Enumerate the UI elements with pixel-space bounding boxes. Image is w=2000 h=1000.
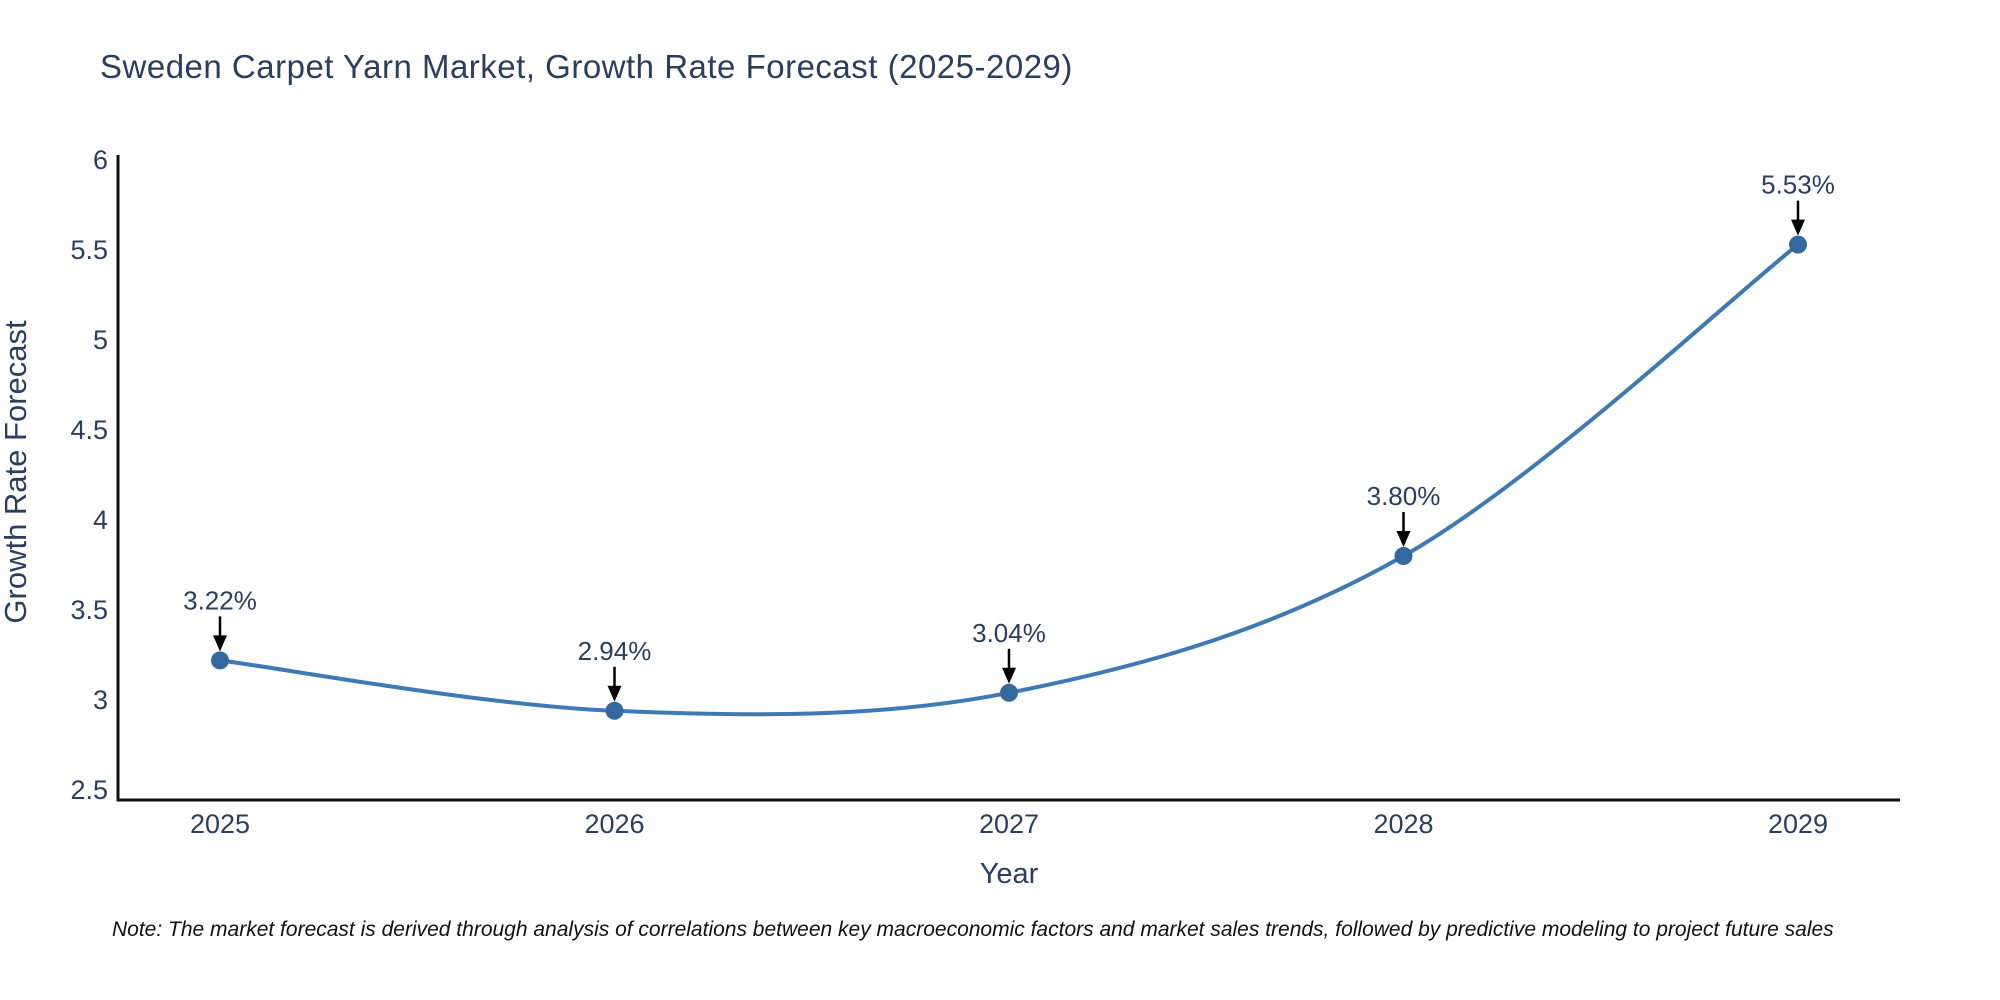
- annotation-label: 3.22%: [183, 585, 257, 615]
- annotation-arrowhead-icon: [1002, 667, 1016, 684]
- y-axis-title: Growth Rate Forecast: [0, 320, 33, 624]
- x-axis-tick-labels: 2025 2026 2027 2028 2029: [190, 809, 1828, 839]
- data-point-marker[interactable]: [1394, 547, 1413, 565]
- y-tick-label: 4: [93, 505, 108, 535]
- y-tick-label: 5: [93, 325, 108, 355]
- annotation-label: 3.04%: [972, 618, 1046, 648]
- chart-title: Sweden Carpet Yarn Market, Growth Rate F…: [100, 48, 1073, 85]
- y-tick-label: 2.5: [70, 775, 108, 805]
- x-tick-label: 2026: [584, 809, 644, 839]
- y-tick-label: 6: [93, 145, 108, 175]
- data-point-marker[interactable]: [1000, 683, 1018, 702]
- footnote: Note: The market forecast is derived thr…: [112, 918, 1834, 941]
- annotation-label: 5.53%: [1761, 170, 1835, 200]
- data-series: [211, 235, 1807, 720]
- y-tick-label: 5.5: [70, 235, 108, 265]
- y-tick-label: 3: [93, 685, 108, 715]
- annotation-arrowhead-icon: [1396, 531, 1411, 547]
- x-axis-title: Year: [980, 858, 1039, 890]
- x-tick-label: 2027: [979, 809, 1039, 839]
- annotation-arrowhead-icon: [1791, 219, 1805, 236]
- y-tick-label: 3.5: [70, 595, 108, 625]
- annotation-arrowhead-icon: [213, 635, 227, 652]
- x-tick-label: 2028: [1373, 809, 1433, 839]
- point-annotations: 3.22% 2.94% 3.04% 3.80% 5.53%: [183, 170, 1835, 702]
- data-point-marker[interactable]: [211, 651, 229, 670]
- y-tick-label: 4.5: [70, 415, 108, 445]
- annotation-arrowhead-icon: [607, 685, 622, 702]
- x-tick-label: 2025: [190, 809, 250, 839]
- data-point-marker[interactable]: [605, 701, 624, 720]
- annotation-label: 3.80%: [1367, 481, 1441, 511]
- x-tick-label: 2029: [1768, 809, 1828, 839]
- data-point-marker[interactable]: [1789, 235, 1807, 254]
- y-axis-tick-labels: 2.5 3 3.5 4 4.5 5 5.5 6: [70, 145, 108, 805]
- trend-line: [218, 242, 1800, 717]
- annotation-label: 2.94%: [578, 636, 652, 666]
- axes: [116, 155, 1900, 802]
